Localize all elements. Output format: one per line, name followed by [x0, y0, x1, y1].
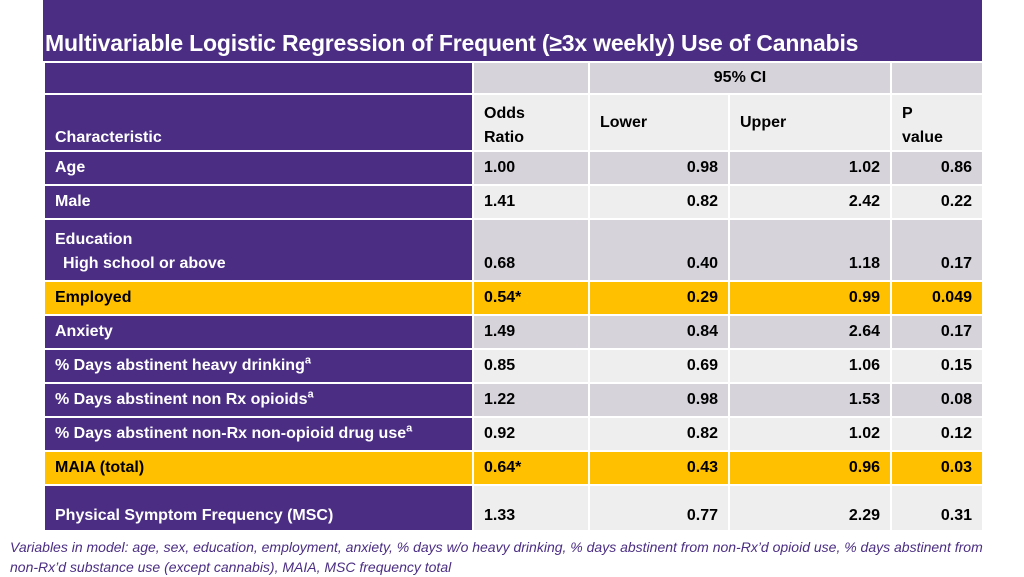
header-blank-p — [890, 61, 984, 95]
lower-cell: 0.82 — [588, 184, 730, 220]
lower-header: Lower — [588, 93, 730, 152]
upper-cell: 1.18 — [728, 218, 892, 282]
upper-cell: 1.53 — [728, 382, 892, 418]
table-row-maia: MAIA (total) 0.64* 0.43 0.96 0.03 — [43, 450, 984, 486]
row-label: MAIA (total) — [43, 450, 474, 486]
table-row-education: Education High school or above 0.68 0.40 … — [43, 218, 984, 282]
footnote: Variables in model: age, sex, education,… — [10, 539, 983, 575]
table-row-heavy-drinking: % Days abstinent heavy drinkinga 0.85 0.… — [43, 348, 984, 384]
p-value-cell: 0.03 — [890, 450, 984, 486]
upper-cell: 2.29 — [728, 484, 892, 532]
p-value-cell: 0.17 — [890, 218, 984, 282]
upper-cell: 2.42 — [728, 184, 892, 220]
upper-cell: 0.96 — [728, 450, 892, 486]
odds-ratio-cell: 0.92 — [472, 416, 590, 452]
p-value-cell: 0.049 — [890, 280, 984, 316]
odds-ratio-cell: 0.85 — [472, 348, 590, 384]
table-row-male: Male 1.41 0.82 2.42 0.22 — [43, 184, 984, 220]
odds-ratio-header: Odds Ratio — [472, 93, 590, 152]
p-value-cell: 0.15 — [890, 348, 984, 384]
row-label: Male — [43, 184, 474, 220]
ci-header: 95% CI — [588, 61, 892, 95]
table-row-non-opioid-drug: % Days abstinent non-Rx non-opioid drug … — [43, 416, 984, 452]
lower-cell: 0.69 — [588, 348, 730, 384]
footnote-marker: a — [307, 388, 314, 401]
lower-cell: 0.82 — [588, 416, 730, 452]
lower-cell: 0.98 — [588, 382, 730, 418]
header-blank — [43, 61, 474, 95]
row-label: % Days abstinent heavy drinkinga — [43, 348, 474, 384]
odds-ratio-cell: 1.00 — [472, 150, 590, 186]
p-value-cell: 0.08 — [890, 382, 984, 418]
table-row-opioids: % Days abstinent non Rx opioidsa 1.22 0.… — [43, 382, 984, 418]
table-row-age: Age 1.00 0.98 1.02 0.86 — [43, 150, 984, 186]
lower-cell: 0.77 — [588, 484, 730, 532]
table-row-physical-symptom: Physical Symptom Frequency (MSC) 1.33 0.… — [43, 484, 984, 532]
row-label: Anxiety — [43, 314, 474, 350]
lower-cell: 0.40 — [588, 218, 730, 282]
upper-cell: 1.02 — [728, 416, 892, 452]
title-bar: Multivariable Logistic Regression of Fre… — [43, 0, 982, 62]
upper-header: Upper — [728, 93, 892, 152]
slide-title: Multivariable Logistic Regression of Fre… — [45, 30, 859, 56]
row-label: Physical Symptom Frequency (MSC) — [43, 484, 474, 532]
odds-ratio-cell: 1.33 — [472, 484, 590, 532]
odds-ratio-cell: 0.64* — [472, 450, 590, 486]
upper-cell: 2.64 — [728, 314, 892, 350]
row-sublabel: High school or above — [63, 255, 226, 272]
odds-ratio-cell: 0.68 — [472, 218, 590, 282]
p-value-cell: 0.12 — [890, 416, 984, 452]
header-row-ci: 95% CI — [43, 61, 984, 95]
lower-cell: 0.43 — [588, 450, 730, 486]
lower-cell: 0.84 — [588, 314, 730, 350]
p-value-cell: 0.17 — [890, 314, 984, 350]
odds-ratio-cell: 0.54* — [472, 280, 590, 316]
odds-ratio-cell: 1.22 — [472, 382, 590, 418]
upper-cell: 1.06 — [728, 348, 892, 384]
footnote-marker: a — [406, 422, 413, 435]
table-row-anxiety: Anxiety 1.49 0.84 2.64 0.17 — [43, 314, 984, 350]
characteristic-header: Characteristic — [43, 93, 474, 152]
row-label: Age — [43, 150, 474, 186]
row-label: Education High school or above — [43, 218, 474, 282]
row-label: Employed — [43, 280, 474, 316]
header-blank-or — [472, 61, 590, 95]
odds-ratio-cell: 1.41 — [472, 184, 590, 220]
lower-cell: 0.29 — [588, 280, 730, 316]
table-row-employed: Employed 0.54* 0.29 0.99 0.049 — [43, 280, 984, 316]
upper-cell: 0.99 — [728, 280, 892, 316]
p-value-cell: 0.86 — [890, 150, 984, 186]
p-value-cell: 0.31 — [890, 484, 984, 532]
footnote-marker: a — [304, 354, 311, 367]
p-value-cell: 0.22 — [890, 184, 984, 220]
row-label: % Days abstinent non Rx opioidsa — [43, 382, 474, 418]
row-label: % Days abstinent non-Rx non-opioid drug … — [43, 416, 474, 452]
upper-cell: 1.02 — [728, 150, 892, 186]
odds-ratio-cell: 1.49 — [472, 314, 590, 350]
regression-table: 95% CI Characteristic Odds Ratio Lower Up… — [43, 61, 984, 532]
lower-cell: 0.98 — [588, 150, 730, 186]
